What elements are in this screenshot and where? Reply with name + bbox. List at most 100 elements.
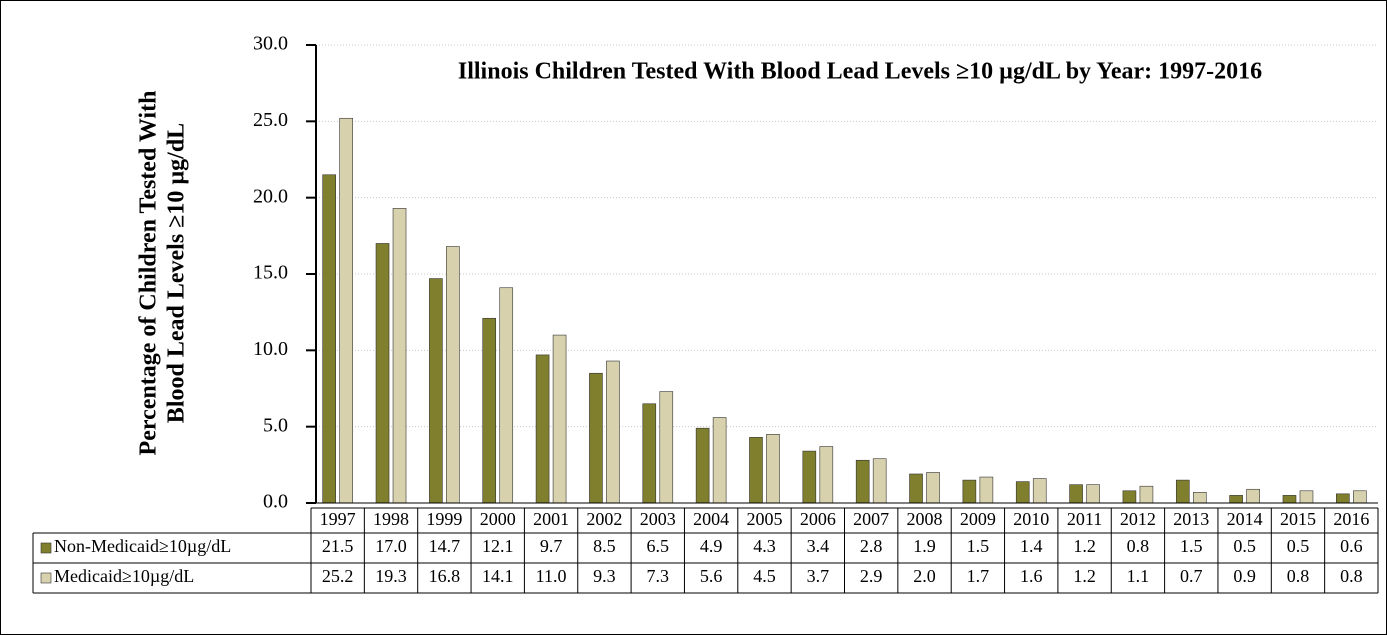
table-cell: 16.8 (429, 566, 461, 586)
y-tick-label: 15.0 (253, 262, 288, 284)
x-tick-label: 2007 (853, 509, 889, 529)
table-cell: 4.9 (700, 536, 723, 556)
bar (1032, 478, 1047, 504)
bar (749, 437, 763, 504)
table-cell: 1.4 (1020, 536, 1043, 556)
table-cell: 25.2 (322, 566, 354, 586)
table-cell: 2.0 (913, 566, 936, 586)
table-cell: 0.5 (1233, 536, 1256, 556)
y-axis-label: Percentage of Children Tested With (136, 91, 162, 456)
bar (1086, 484, 1100, 504)
table-cell: 5.6 (700, 566, 723, 586)
table-cell: 1.9 (913, 536, 936, 556)
x-tick-label: 2011 (1067, 509, 1102, 529)
table-cell: 9.3 (593, 566, 616, 586)
bar (1229, 495, 1243, 504)
bar (1175, 479, 1190, 504)
bar (1336, 493, 1350, 504)
bar (552, 334, 567, 504)
table-cell: 21.5 (322, 536, 354, 556)
bar (659, 391, 674, 504)
x-tick-label: 2003 (640, 509, 676, 529)
table-cell: 0.5 (1287, 536, 1310, 556)
table-cell: 1.6 (1020, 566, 1043, 586)
y-tick-label: 10.0 (253, 338, 288, 360)
bar (1282, 495, 1297, 504)
bar (375, 243, 390, 504)
table-cell: 14.7 (429, 536, 461, 556)
chart-title: Illinois Children Tested With Blood Lead… (458, 59, 1262, 85)
x-tick-label: 2012 (1120, 509, 1156, 529)
table-cell: 14.1 (482, 566, 514, 586)
table-cell: 1.5 (1180, 536, 1203, 556)
bar (1139, 485, 1154, 504)
y-tick-label: 0.0 (263, 491, 288, 513)
bar (1299, 490, 1314, 504)
bar (392, 208, 407, 504)
bar (1353, 490, 1367, 504)
x-tick-label: 1999 (426, 509, 462, 529)
x-tick-label: 2014 (1227, 509, 1263, 529)
table-cell: 3.7 (807, 566, 830, 586)
bar (962, 479, 977, 504)
bar (499, 287, 514, 504)
table-cell: 1.2 (1073, 566, 1096, 586)
legend-swatch (40, 542, 52, 554)
bar (429, 278, 443, 504)
bar (642, 403, 657, 504)
bar (589, 372, 603, 504)
table-cell: 0.9 (1233, 566, 1256, 586)
table-cell: 4.5 (753, 566, 776, 586)
table-cell: 0.7 (1180, 566, 1203, 586)
x-tick-label: 2015 (1280, 509, 1316, 529)
bar (1246, 488, 1260, 504)
x-tick-label: 2001 (533, 509, 569, 529)
bar (802, 450, 817, 504)
bar (322, 174, 336, 504)
y-axis-label: Blood Lead Levels ≥10 µg/dL (164, 123, 190, 423)
table-cell: 11.0 (536, 566, 567, 586)
x-tick-label: 2013 (1173, 509, 1209, 529)
bar (1069, 484, 1083, 504)
bar (606, 360, 620, 504)
bar (482, 317, 497, 504)
bar (926, 472, 940, 504)
x-tick-label: 2009 (960, 509, 996, 529)
bar (766, 433, 780, 504)
x-tick-label: 2008 (907, 509, 943, 529)
x-tick-label: 2000 (480, 509, 516, 529)
x-tick-label: 2002 (586, 509, 622, 529)
table-cell: 17.0 (375, 536, 407, 556)
x-tick-label: 2010 (1013, 509, 1049, 529)
table-cell: 8.5 (593, 536, 616, 556)
table-cell: 9.7 (540, 536, 563, 556)
legend-label: Medicaid≥10µg/dL (54, 566, 194, 586)
table-cell: 19.3 (375, 566, 407, 586)
table-cell: 12.1 (482, 536, 514, 556)
table-cell: 0.8 (1287, 566, 1310, 586)
table-cell: 0.6 (1340, 536, 1363, 556)
legend-label: Non-Medicaid≥10µg/dL (54, 536, 231, 556)
legend-swatch (40, 572, 52, 584)
table-cell: 6.5 (647, 536, 670, 556)
table-cell: 1.2 (1073, 536, 1096, 556)
bar (1192, 492, 1207, 504)
x-tick-label: 2006 (800, 509, 836, 529)
table-cell: 2.9 (860, 566, 883, 586)
bar (1122, 490, 1137, 504)
table-cell: 1.1 (1127, 566, 1150, 586)
table-cell: 0.8 (1340, 566, 1363, 586)
x-tick-label: 2004 (693, 509, 729, 529)
table-cell: 2.8 (860, 536, 883, 556)
x-tick-label: 2005 (746, 509, 782, 529)
y-tick-label: 5.0 (263, 414, 288, 436)
table-cell: 0.8 (1127, 536, 1150, 556)
bar (909, 473, 923, 504)
bar (446, 246, 460, 504)
table-cell: 7.3 (647, 566, 670, 586)
bar (855, 459, 870, 504)
bar (819, 446, 834, 504)
x-tick-label: 2016 (1333, 509, 1369, 529)
